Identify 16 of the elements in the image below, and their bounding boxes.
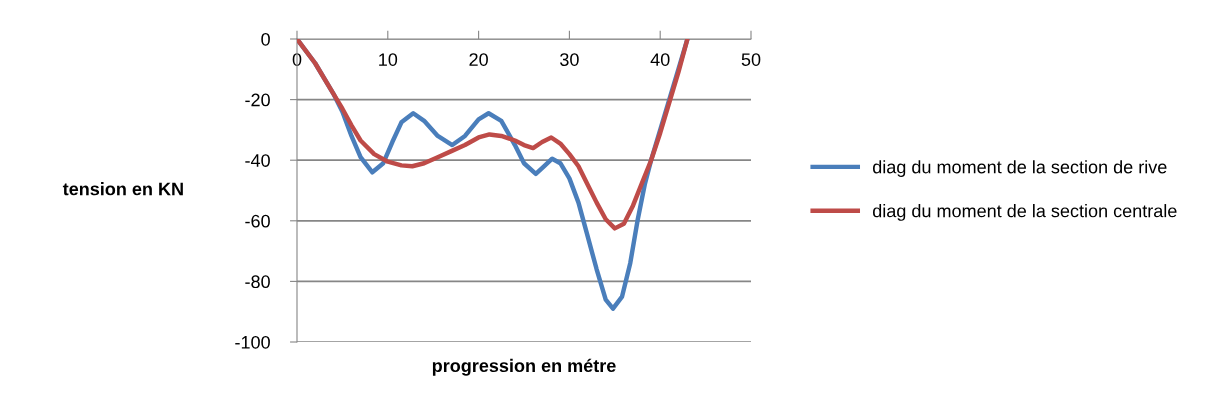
x-tick-label: 10 xyxy=(379,53,398,66)
y-tick-label: -60 xyxy=(245,214,270,228)
y-tick-label: -40 xyxy=(245,154,270,167)
y-tick-label: -100 xyxy=(235,335,270,349)
y-tick-label: -20 xyxy=(245,93,270,107)
x-axis-title: progression en métre xyxy=(432,358,616,376)
y-tick-label: -80 xyxy=(245,275,270,289)
legend-label: diag du moment de la section de rive xyxy=(872,160,1167,177)
x-tick-label: 20 xyxy=(469,53,488,66)
x-tick-label: 30 xyxy=(560,53,579,66)
x-tick-label: 50 xyxy=(741,53,761,66)
legend-label: diag du moment de la section centrale xyxy=(872,204,1177,221)
x-tick-label: 0 xyxy=(292,53,302,66)
y-axis-title: tension en KN xyxy=(62,182,183,196)
y-tick-label: 0 xyxy=(261,32,270,46)
x-tick-label: 40 xyxy=(650,53,670,66)
